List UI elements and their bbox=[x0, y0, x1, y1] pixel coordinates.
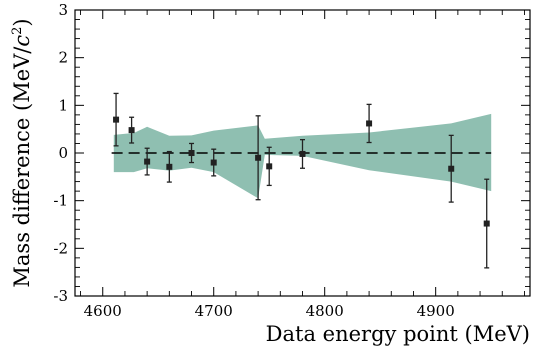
point-marker bbox=[210, 159, 217, 166]
x-tick-label: 4600 bbox=[84, 302, 122, 320]
point-marker bbox=[448, 165, 455, 172]
y-tick-label: 3 bbox=[58, 1, 68, 19]
point-marker bbox=[483, 220, 490, 227]
y-tick-label: 1 bbox=[58, 96, 68, 114]
y-label-text: Mass difference (MeV/ bbox=[10, 46, 34, 288]
y-tick-label: -2 bbox=[53, 239, 68, 257]
uncertainty-band bbox=[113, 113, 492, 199]
y-label-sup: 2 bbox=[10, 27, 25, 35]
point-marker bbox=[113, 116, 120, 123]
y-axis-label: Mass difference (MeV/c2) bbox=[10, 18, 34, 287]
data-point bbox=[255, 115, 262, 201]
point-marker bbox=[128, 127, 135, 134]
data-point bbox=[144, 147, 151, 176]
y-tick-label: 2 bbox=[58, 49, 68, 67]
point-marker bbox=[266, 163, 273, 170]
data-point bbox=[448, 134, 455, 203]
point-marker bbox=[366, 120, 373, 127]
point-marker bbox=[144, 158, 151, 165]
y-tick-label: -1 bbox=[53, 192, 68, 210]
data-point bbox=[128, 116, 135, 144]
x-tick-label: 4700 bbox=[195, 302, 233, 320]
point-marker bbox=[255, 154, 262, 161]
data-point bbox=[210, 148, 217, 177]
data-point bbox=[188, 142, 195, 164]
data-point bbox=[166, 150, 173, 183]
x-axis-label: Data energy point (MeV) bbox=[266, 322, 530, 346]
point-marker bbox=[299, 150, 306, 157]
x-tick-label: 4900 bbox=[417, 302, 455, 320]
point-marker bbox=[188, 150, 195, 156]
y-label-close: ) bbox=[10, 18, 34, 26]
data-point bbox=[299, 139, 306, 169]
data-point bbox=[266, 146, 273, 187]
data-point bbox=[113, 92, 120, 147]
x-tick-label: 4800 bbox=[306, 302, 344, 320]
y-tick-label: -3 bbox=[53, 287, 68, 305]
y-tick-label: 0 bbox=[58, 144, 68, 162]
y-label-c: c bbox=[10, 35, 34, 47]
data-point bbox=[483, 178, 490, 269]
point-marker bbox=[166, 163, 173, 170]
data-point bbox=[366, 103, 373, 144]
